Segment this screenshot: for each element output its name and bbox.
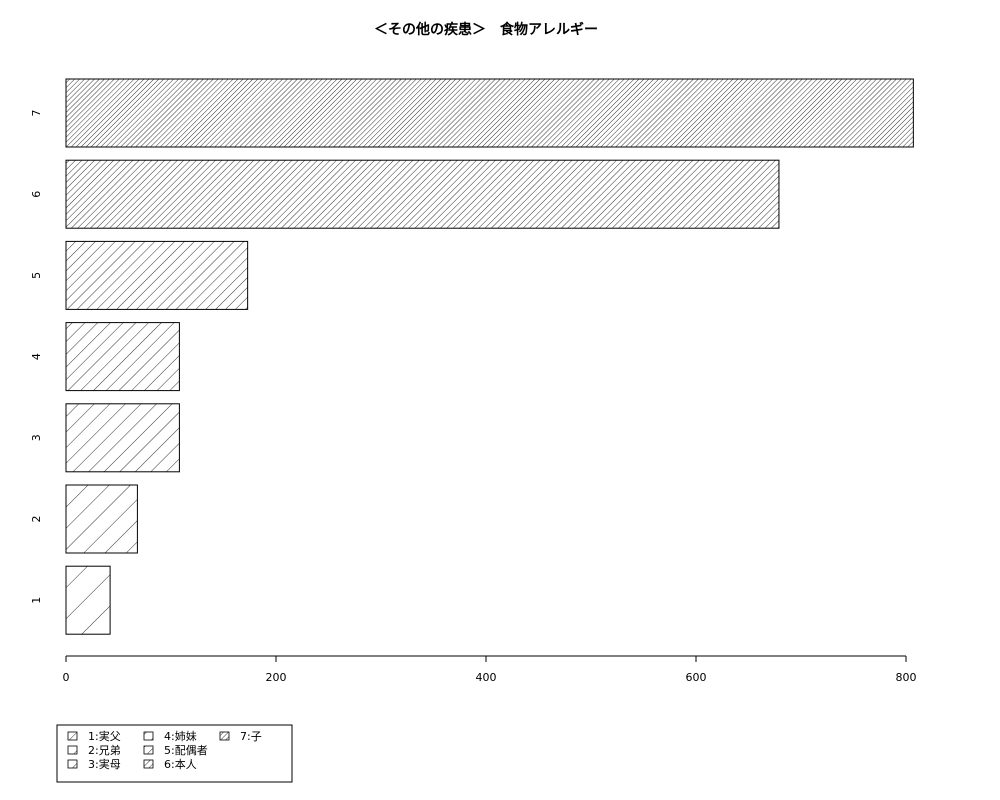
legend-label-3: 3:実母: [88, 757, 121, 771]
x-tick-label-600: 600: [686, 671, 707, 684]
legend-key-4: [143, 731, 154, 741]
legend-label-6: 6:本人: [164, 757, 197, 771]
legend-label-4: 4:姉妹: [164, 729, 197, 743]
y-tick-label-3: 3: [30, 434, 43, 441]
x-tick-label-0: 0: [63, 671, 70, 684]
bar-3: [65, 403, 180, 473]
y-tick-label-1: 1: [30, 597, 43, 604]
y-tick-label-5: 5: [30, 272, 43, 279]
legend-key-5: [143, 745, 154, 755]
y-tick-label-6: 6: [30, 191, 43, 198]
legend-key-6: [143, 759, 154, 769]
legend-key-7: [219, 731, 230, 741]
y-axis: 1 2 3 4 5 6 7: [30, 110, 43, 604]
legend-label-7: 7:子: [240, 730, 262, 743]
bar-6: [65, 159, 780, 229]
bar-2: [65, 484, 138, 554]
y-tick-label-7: 7: [30, 110, 43, 117]
y-tick-label-2: 2: [30, 516, 43, 523]
legend-key-2: [67, 745, 78, 755]
legend-key-1: [67, 731, 78, 741]
legend-label-1: 1:実父: [88, 729, 121, 743]
bar-5: [65, 240, 249, 310]
bars-group: [65, 78, 914, 635]
legend-box: [56, 724, 293, 783]
y-tick-label-4: 4: [30, 353, 43, 360]
legend-key-3: [67, 759, 78, 769]
bar-4: [65, 322, 180, 392]
bar-1: [65, 565, 111, 635]
x-tick-label-400: 400: [476, 671, 497, 684]
x-tick-label-200: 200: [266, 671, 287, 684]
legend-label-2: 2:兄弟: [88, 744, 121, 757]
x-tick-label-800: 800: [896, 671, 917, 684]
bar-7: [65, 78, 914, 148]
chart-title: ＜その他の疾患＞ 食物アレルギー: [374, 21, 598, 38]
x-axis: 0 200 400 600 800: [63, 655, 917, 684]
legend-label-5: 5:配偶者: [164, 744, 208, 757]
